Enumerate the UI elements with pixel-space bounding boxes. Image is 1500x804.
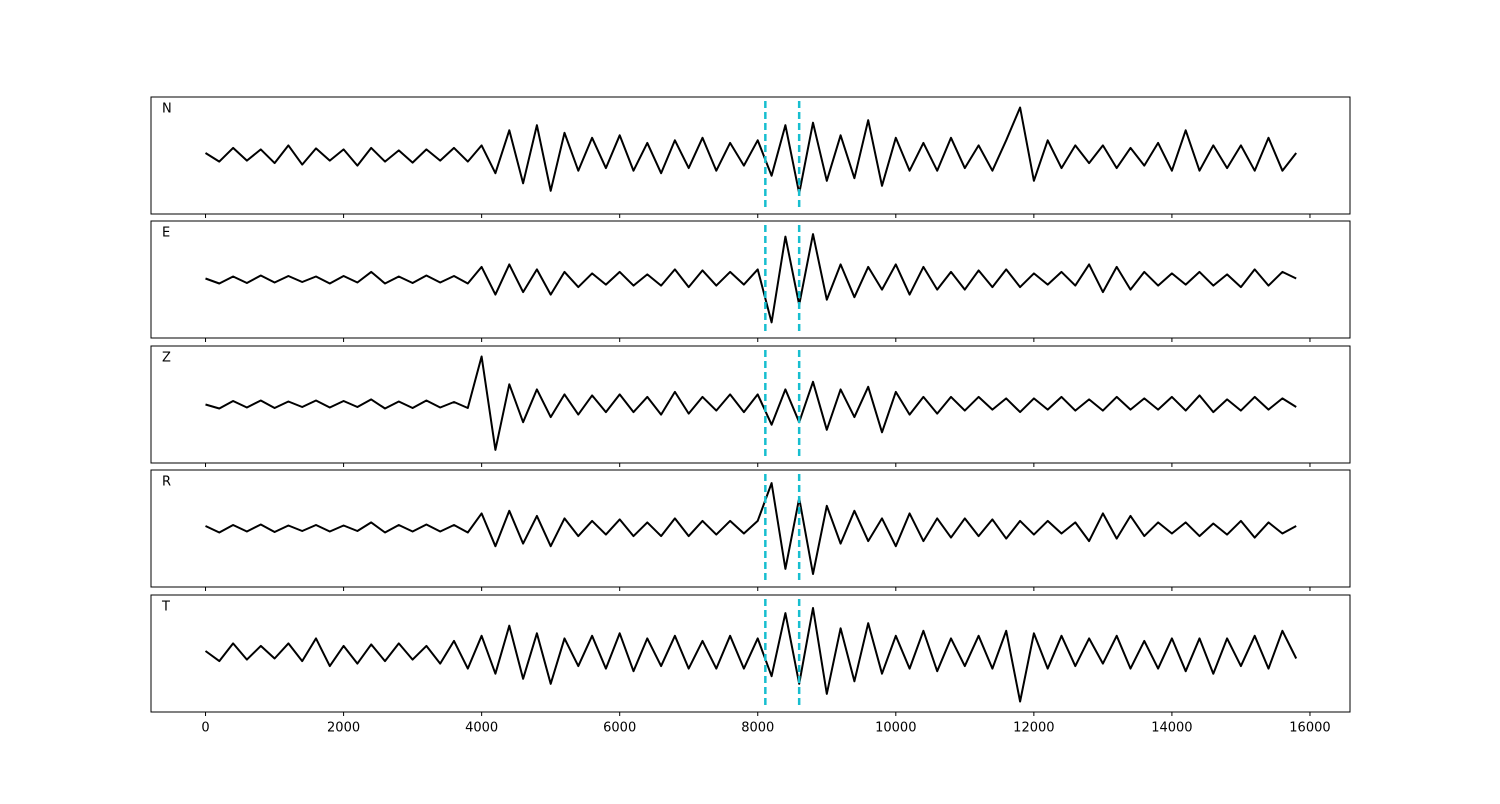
x-tick-label: 16000 bbox=[1289, 721, 1330, 736]
x-tick-label: 0 bbox=[201, 721, 209, 736]
panel-frame bbox=[150, 469, 1351, 588]
panel-label: E bbox=[162, 226, 170, 241]
trace bbox=[205, 482, 1297, 575]
panel-frame bbox=[150, 220, 1351, 339]
panel-label: Z bbox=[162, 351, 171, 366]
x-tick-label: 10000 bbox=[875, 721, 916, 736]
x-tick-label: 12000 bbox=[1013, 721, 1054, 736]
panel-frame bbox=[150, 96, 1351, 215]
panel-frame bbox=[150, 345, 1351, 464]
panel-frame bbox=[150, 594, 1351, 713]
x-tick-label: 2000 bbox=[327, 721, 360, 736]
trace bbox=[204, 106, 1297, 195]
x-tick-label: 8000 bbox=[741, 721, 774, 736]
trace bbox=[204, 607, 1298, 703]
trace bbox=[205, 233, 1297, 324]
panel-label: R bbox=[162, 475, 171, 490]
panel-label: N bbox=[162, 102, 172, 117]
trace bbox=[205, 355, 1297, 451]
panel-label: T bbox=[161, 600, 170, 615]
x-tick-label: 4000 bbox=[465, 721, 498, 736]
x-tick-label: 6000 bbox=[603, 721, 636, 736]
x-tick-label: 14000 bbox=[1151, 721, 1192, 736]
